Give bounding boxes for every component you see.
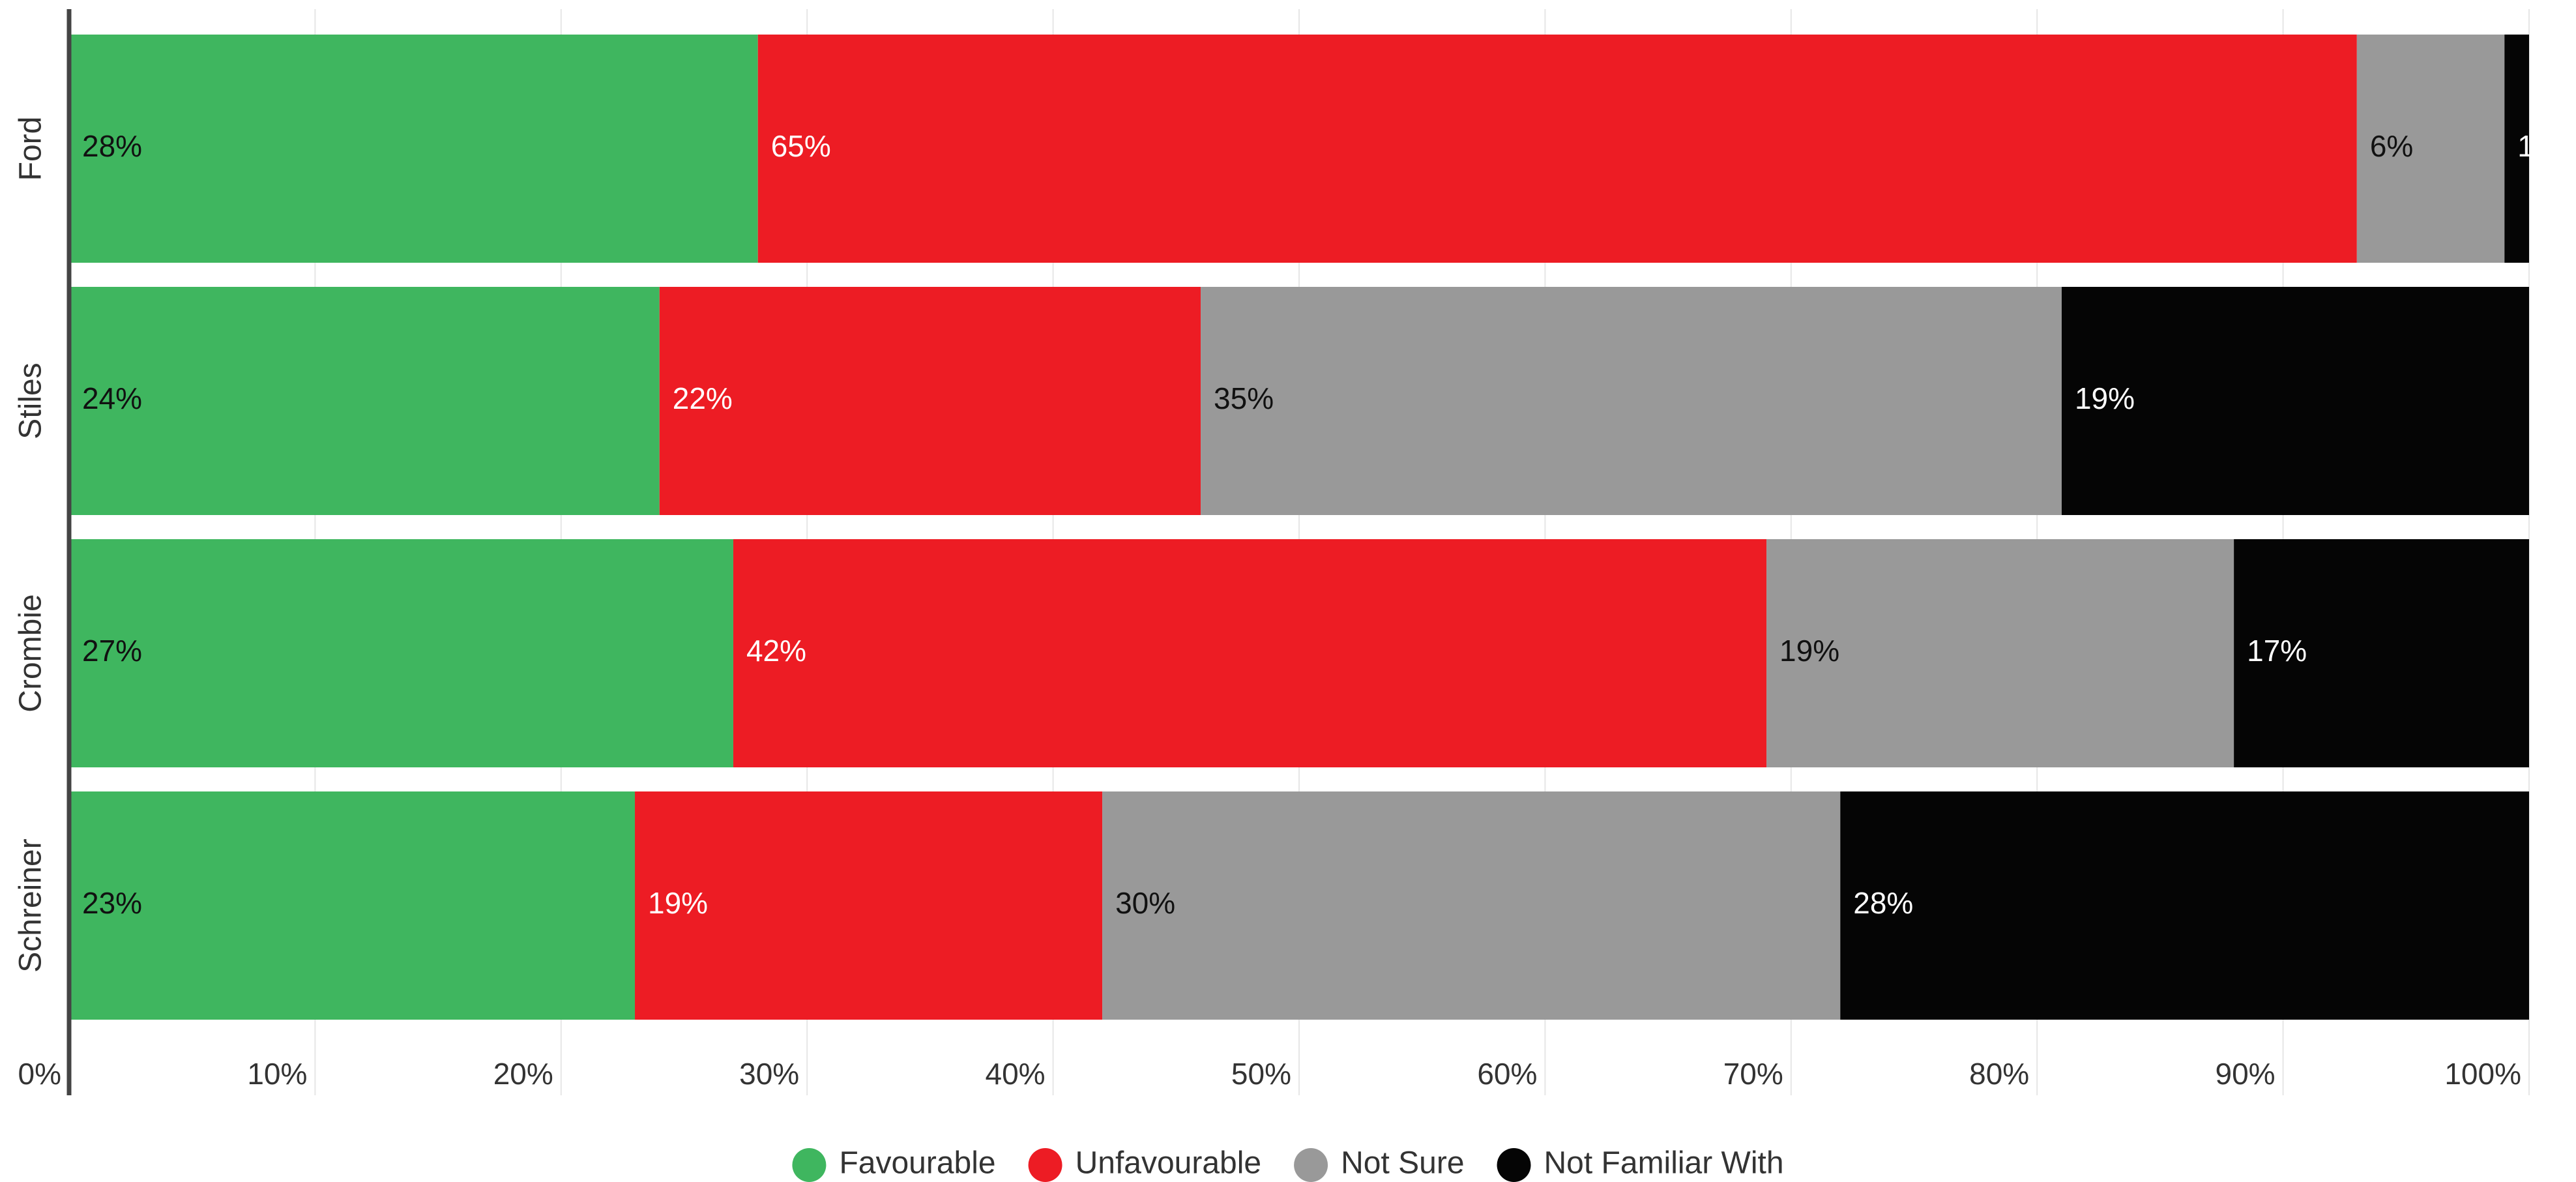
x-tick-label: 10% (247, 1057, 307, 1091)
bar-segment (1102, 791, 1841, 1020)
data-label: 65% (771, 129, 831, 163)
x-tick-label: 20% (493, 1057, 553, 1091)
x-tick-label: 30% (739, 1057, 799, 1091)
bar-segment (635, 791, 1103, 1020)
bar-segment (69, 287, 660, 515)
bar-segment (2504, 35, 2529, 263)
bars (69, 35, 2529, 1020)
legend-item: Not Familiar With (1497, 1146, 1784, 1182)
data-label: 28% (82, 129, 142, 163)
legend-swatch (792, 1148, 827, 1182)
data-label: 1% (2517, 129, 2560, 163)
bar-segment (1201, 287, 2062, 515)
data-label: 30% (1115, 886, 1175, 920)
legend-label: Not Sure (1341, 1146, 1464, 1181)
legend-item: Unfavourable (1028, 1146, 1262, 1182)
data-labels: 28% 65% 6% 1% 24% 22% 35% 19% 27% 42% 19% 17% 23% 19%… (82, 129, 2561, 920)
legend: Favourable Unfavourable Not Sure Not Famili… (792, 1146, 1784, 1182)
x-tick-label: 80% (1969, 1057, 2029, 1091)
data-label: 27% (82, 634, 142, 668)
x-tick-label: 50% (1231, 1057, 1291, 1091)
data-label: 35% (1214, 381, 1274, 415)
bar-segment (733, 539, 1767, 767)
x-tick-label: 0% (18, 1057, 61, 1091)
bar-segment (2356, 35, 2505, 263)
bar-segment (69, 539, 733, 767)
category-label: Crombie (14, 594, 48, 712)
data-label: 19% (648, 886, 708, 920)
data-label: 17% (2247, 634, 2307, 668)
bar-segment (757, 35, 2357, 263)
bar-segment (1840, 791, 2529, 1020)
bar-segment (659, 287, 1201, 515)
data-label: 22% (673, 381, 733, 415)
category-label: Ford (14, 117, 48, 181)
bar-segment (69, 791, 636, 1020)
x-tick-label: 60% (1477, 1057, 1537, 1091)
legend-item: Not Sure (1294, 1146, 1465, 1182)
data-label: 19% (1779, 634, 1839, 668)
legend-label: Favourable (839, 1146, 995, 1181)
legend-item: Favourable (792, 1146, 996, 1182)
legend-swatch (1497, 1148, 1531, 1182)
bar-segment (69, 35, 758, 263)
category-label: Schreiner (14, 838, 48, 972)
data-label: 23% (82, 886, 142, 920)
axes: Ford Stiles Crombie Schreiner 0% 10% 20% 30% 40%… (14, 9, 2521, 1095)
legend-swatch (1294, 1148, 1328, 1182)
x-tick-label: 70% (1723, 1057, 1783, 1091)
x-tick-label: 100% (2444, 1057, 2521, 1091)
data-label: 42% (746, 634, 806, 668)
data-label: 24% (82, 381, 142, 415)
legend-label: Not Familiar With (1544, 1146, 1784, 1181)
data-label: 19% (2075, 381, 2135, 415)
bar-segment (2061, 287, 2529, 515)
legend-label: Unfavourable (1076, 1146, 1262, 1181)
bar-segment (1766, 539, 2234, 767)
x-tick-label: 90% (2216, 1057, 2276, 1091)
bar-segment (2234, 539, 2529, 767)
category-label: Stiles (14, 362, 48, 439)
data-label: 6% (2370, 129, 2413, 163)
x-tick-label: 40% (986, 1057, 1046, 1091)
legend-swatch (1028, 1148, 1062, 1182)
data-label: 28% (1853, 886, 1913, 920)
